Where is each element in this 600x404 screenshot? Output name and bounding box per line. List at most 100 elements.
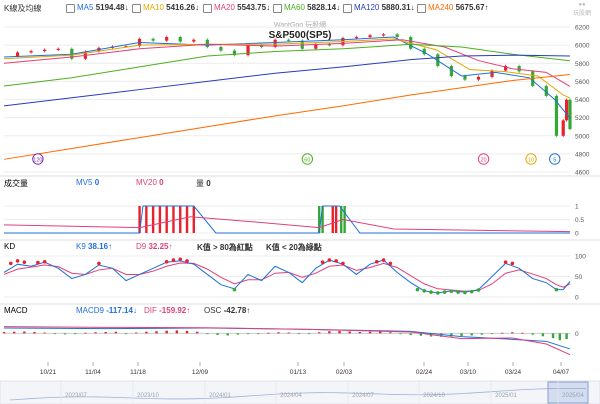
osc-bar [195, 331, 199, 334]
osc-label: OSC -42.78↑ [204, 306, 251, 315]
candle-body [314, 44, 318, 49]
osc-bar [348, 331, 351, 334]
candle-body [287, 39, 291, 41]
ma-marker-label: 60 [304, 158, 310, 164]
ma5-checkbox[interactable] [66, 4, 75, 13]
price-tick-label: 5000 [575, 133, 590, 140]
volume-bar-up [138, 206, 141, 233]
volume-bar-up [185, 206, 189, 233]
mv20-label: MV20 0 [136, 178, 164, 187]
kd-green-dot [436, 291, 440, 295]
volume-bar-up [172, 206, 175, 233]
navigator-date-label: 2024/10 [423, 393, 445, 399]
navigator-date-label: 2023/10 [137, 393, 159, 399]
ma10-checkbox[interactable] [132, 4, 141, 13]
volume-bar-up [192, 206, 195, 233]
ma120-label: MA120 5880.31↓ [354, 3, 415, 12]
volume-label: 量 0 [196, 179, 211, 188]
ma5-label: MA5 5194.48↓ [77, 3, 129, 12]
volume-bar-up [334, 206, 338, 233]
kd-tick-label: 50 [575, 274, 583, 281]
osc-bar [419, 333, 423, 336]
candle-body [15, 52, 20, 57]
legend-bar: K線及均線 MA5 5194.48↓ MA10 5416.26↓ MA20 55… [0, 0, 600, 16]
osc-bar [256, 333, 260, 335]
kd-red-dot [388, 261, 393, 266]
x-date-label: 02/03 [336, 369, 353, 376]
osc-bar [490, 333, 494, 335]
kd-red-dot [97, 261, 101, 266]
d9-label: D9 32.25↑ [136, 242, 173, 251]
volume-bar-up [145, 206, 148, 233]
candle-body [368, 35, 372, 38]
ma20-checkbox[interactable] [203, 4, 212, 13]
osc-bar [558, 333, 562, 341]
kd-tick-label: 100 [575, 254, 586, 261]
candle-body [490, 70, 494, 77]
ma10-label: MA10 5416.26↓ [143, 3, 200, 12]
ma60-checkbox[interactable] [273, 4, 282, 13]
navigator-date-label: 2024/07 [352, 393, 374, 399]
macd9-label: MACD9 -117.14↓ [76, 306, 137, 315]
volume-bar-down [340, 206, 343, 233]
d9-line [3, 262, 571, 292]
kd-green-dot [449, 289, 454, 294]
osc-bar [450, 333, 453, 337]
osc-bar [114, 331, 118, 334]
osc-bar [175, 330, 179, 334]
kd-green-dot [442, 290, 447, 294]
osc-bar [53, 333, 57, 335]
candle-body [151, 38, 155, 41]
osc-bar [389, 332, 392, 334]
osc-bar [185, 330, 189, 334]
volume-tick-label: 0.5 [575, 217, 584, 224]
mv5-label: MV5 0 [76, 178, 100, 187]
ma-marker [525, 153, 537, 165]
kd-green-rule-label: K值 < 20為綠點 [266, 243, 322, 252]
volume-bar-up [331, 206, 334, 233]
osc-bar [63, 333, 67, 335]
kd-red-dot [320, 260, 325, 264]
candle-body [463, 75, 467, 80]
osc-bar [551, 333, 555, 339]
volume-panel-title: 成交量 [4, 179, 28, 188]
ma-line-ma5 [3, 36, 571, 119]
osc-bar [338, 330, 341, 334]
candle-body [56, 48, 60, 50]
x-date-label: 03/10 [460, 369, 477, 376]
osc-bar [226, 333, 229, 336]
osc-bar [43, 332, 46, 334]
kd-red-dot [341, 261, 345, 266]
kd-red-dot [8, 261, 13, 266]
osc-bar [358, 332, 362, 334]
mv20-line [3, 216, 571, 233]
osc-bar [236, 333, 240, 335]
kd-green-dot [232, 287, 237, 292]
kd-red-dot [375, 259, 379, 264]
candle-body [544, 85, 548, 96]
date-navigator [0, 380, 600, 404]
candle-body [232, 50, 237, 56]
kd-red-dot [164, 259, 169, 264]
osc-bar [399, 333, 402, 335]
kd-red-dot [36, 260, 40, 265]
ma120-checkbox[interactable] [343, 4, 352, 13]
candle-body [192, 39, 196, 42]
osc-bar [104, 332, 107, 334]
x-date-label: 10/21 [40, 369, 57, 376]
kd-red-dot [22, 260, 27, 264]
k9-label: K9 38.16↑ [76, 242, 113, 251]
osc-bar [216, 333, 219, 335]
candle-body [43, 49, 47, 52]
ma-line-ma240 [3, 74, 571, 160]
kd-red-dot [171, 258, 176, 262]
ma240-checkbox[interactable] [417, 4, 426, 13]
osc-bar [94, 332, 97, 334]
osc-bar [145, 331, 148, 334]
price-tick-label: 5200 [575, 115, 590, 122]
navigator-date-label: 2024/01 [209, 393, 231, 399]
candle-body [436, 54, 440, 67]
osc-bar [165, 330, 168, 334]
